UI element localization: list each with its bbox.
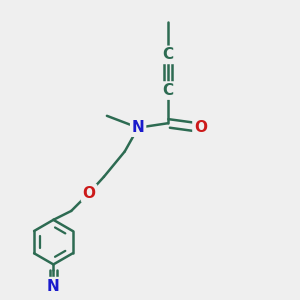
Text: C: C (162, 47, 173, 62)
Text: N: N (47, 279, 60, 294)
Text: O: O (194, 120, 207, 135)
Text: C: C (162, 83, 173, 98)
Text: N: N (132, 120, 145, 135)
Text: O: O (82, 186, 96, 201)
